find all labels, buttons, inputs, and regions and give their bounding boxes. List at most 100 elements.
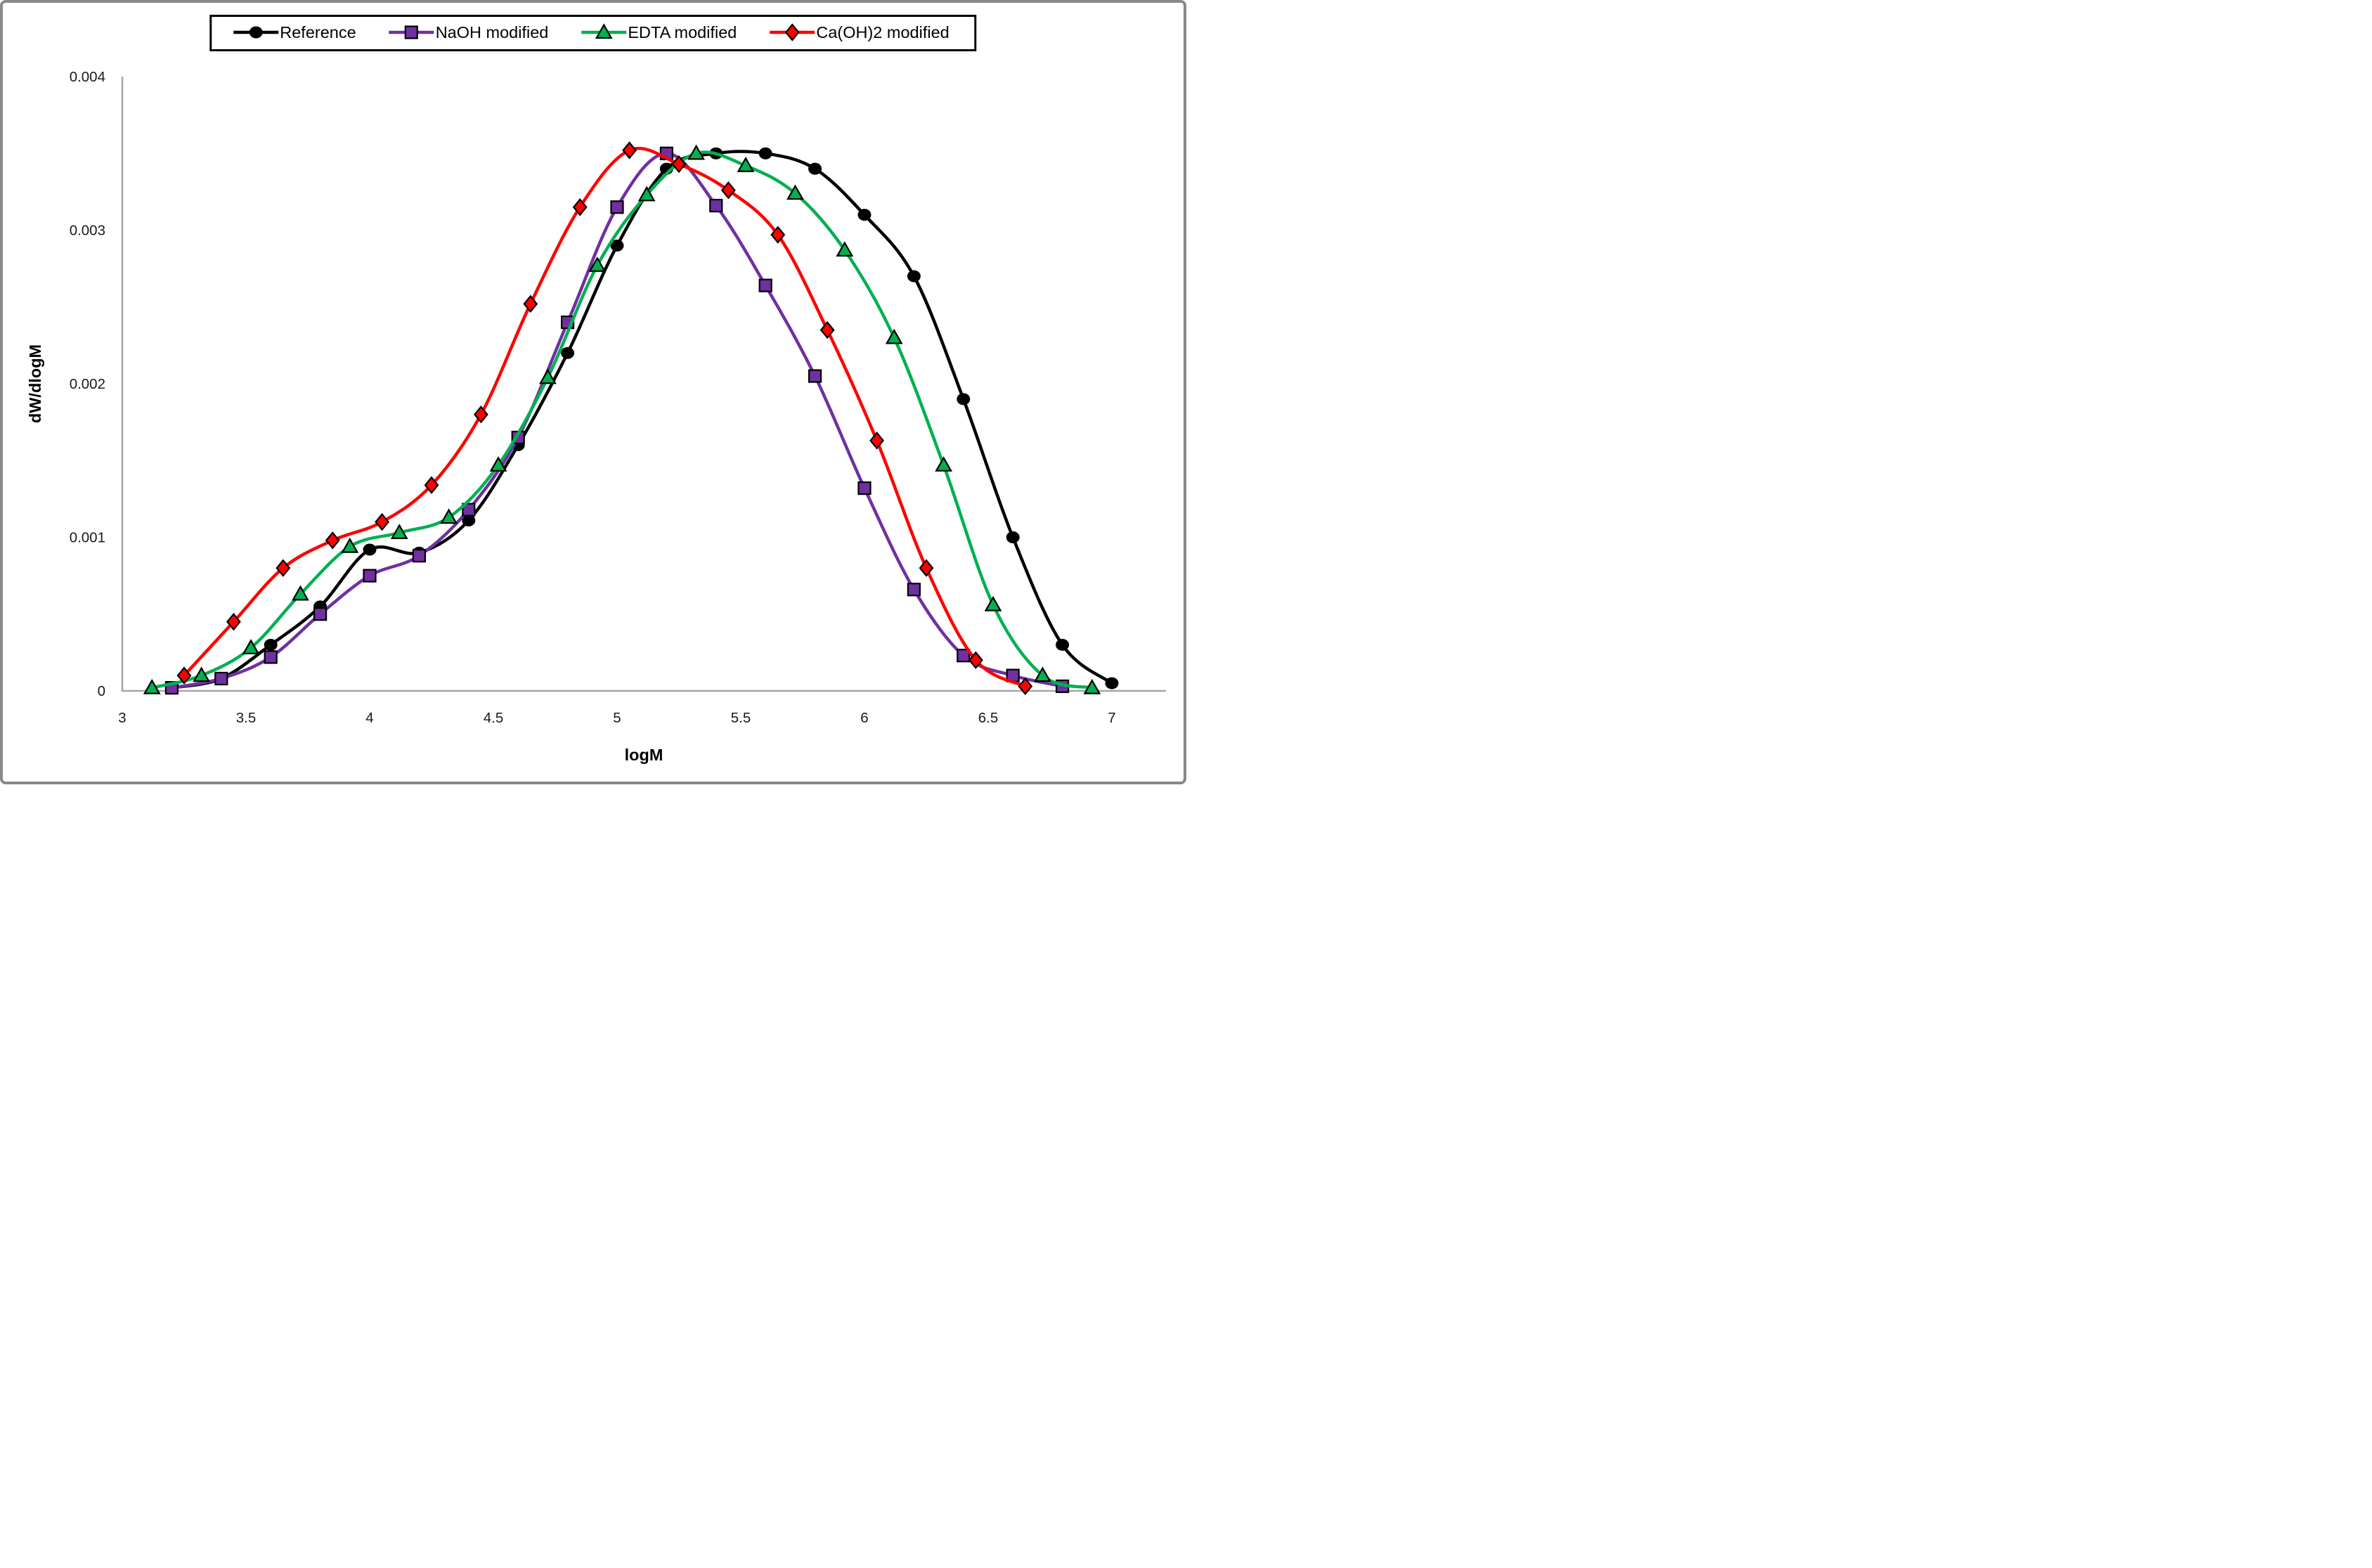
series-naoh-modified [164, 146, 1070, 695]
series-marker-diamond [784, 23, 800, 41]
series-marker-circle [462, 514, 476, 526]
legend-label: EDTA modified [628, 22, 737, 41]
series-marker-diamond [325, 531, 340, 550]
series-marker-square [363, 569, 377, 583]
y-tick-label: 0.003 [70, 223, 105, 239]
legend-label: Reference [280, 22, 356, 41]
series-marker-diamond [869, 432, 885, 450]
series-marker-triangle [984, 595, 1002, 611]
x-tick-label: 7 [1108, 710, 1115, 726]
series-marker-diamond [523, 294, 538, 313]
series-marker-diamond [276, 559, 291, 577]
legend-marker-naoh-icon [389, 25, 434, 39]
y-tick-label: 0.001 [70, 530, 105, 546]
x-tick-label: 3 [118, 710, 126, 726]
legend-item-edta-modified: EDTA modified [581, 22, 737, 42]
series-marker-square [214, 671, 228, 686]
series-marker-triangle [193, 666, 211, 682]
series-marker-square [412, 549, 427, 563]
series-reference [164, 147, 1119, 694]
x-axis-title: logM [625, 746, 663, 764]
series-line-naoh-modified [170, 152, 1064, 689]
legend-label: NaOH modified [435, 22, 549, 41]
y-tick-label: 0.004 [70, 69, 105, 85]
series-marker-diamond [572, 197, 588, 216]
series-marker-triangle [292, 585, 309, 601]
series-marker-square [313, 607, 328, 621]
series-marker-square [610, 200, 624, 214]
series-marker-triangle [390, 524, 408, 540]
x-tick-label: 5.5 [731, 710, 751, 726]
series-marker-diamond [473, 405, 488, 424]
series-marker-square [709, 198, 723, 213]
series-marker-diamond [1018, 677, 1033, 696]
series-marker-diamond [176, 666, 192, 685]
series-marker-circle [907, 270, 921, 283]
series-marker-diamond [226, 612, 241, 631]
series-marker-triangle [489, 456, 507, 472]
series-marker-square [264, 650, 278, 664]
series-marker-triangle [836, 241, 854, 257]
series-marker-circle [808, 162, 822, 175]
series-marker-square [758, 278, 772, 292]
axis-lines [121, 77, 1166, 692]
series-marker-triangle [440, 508, 458, 524]
series-marker-circle [264, 638, 278, 651]
series-marker-circle [249, 26, 263, 39]
series-marker-square [857, 481, 871, 495]
series-edta-modified [143, 144, 1101, 694]
series-line-reference [170, 150, 1114, 689]
y-tick-label: 0.002 [70, 376, 105, 392]
x-tick-label: 5 [613, 710, 621, 726]
series-line-edta-modified [150, 150, 1094, 689]
x-tick-label: 6 [860, 710, 868, 726]
series-marker-circle [957, 393, 971, 406]
legend: Reference NaOH modified EDTA modified Ca… [209, 15, 977, 51]
series-marker-diamond [375, 512, 390, 531]
series-marker-circle [1056, 638, 1070, 651]
plot-area: 0 0.001 0.002 0.003 0.004 3 3.5 4 4.5 5 5.5 6 6.5 7 l… [26, 69, 1166, 764]
y-tick-label: 0 [98, 683, 105, 699]
series-marker-triangle [341, 537, 359, 553]
series-marker-triangle [242, 639, 260, 654]
series-marker-circle [758, 147, 772, 160]
series-marker-triangle [588, 257, 607, 272]
series-marker-triangle [935, 456, 953, 472]
series-marker-diamond [720, 181, 736, 200]
series-marker-circle [1105, 677, 1119, 689]
legend-item-reference: Reference [233, 22, 356, 42]
legend-marker-edta-icon [581, 23, 627, 39]
series-marker-triangle [595, 23, 613, 39]
series-marker-diamond [671, 155, 687, 174]
y-axis-title: dW/dlogM [26, 344, 44, 423]
x-tick-label: 6.5 [978, 710, 999, 726]
x-tick-label: 4 [365, 710, 373, 726]
series-marker-triangle [885, 328, 903, 344]
series-marker-triangle [637, 186, 656, 202]
series-marker-triangle [143, 678, 161, 694]
chart-figure: 0 0.001 0.002 0.003 0.004 3 3.5 4 4.5 5 5.5 6 6.5 7 l… [0, 0, 1186, 784]
x-tick-label: 4.5 [484, 710, 504, 726]
series-marker-diamond [819, 320, 835, 339]
series-marker-triangle [1034, 666, 1051, 682]
series-marker-diamond [968, 651, 983, 670]
series-marker-square [957, 649, 971, 663]
legend-marker-caoh2-icon [770, 23, 815, 41]
series-marker-diamond [919, 559, 934, 577]
series-marker-triangle [737, 157, 755, 172]
series-marker-circle [1006, 531, 1020, 543]
series-ca-oh-2-modified [176, 141, 1033, 696]
series-marker-diamond [622, 141, 637, 160]
series-marker-circle [610, 239, 624, 252]
legend-item-caoh2-modified: Ca(OH)2 modified [769, 22, 950, 42]
series-marker-square [907, 583, 921, 597]
series-marker-diamond [424, 476, 439, 494]
legend-label: Ca(OH)2 modified [816, 22, 950, 41]
x-tick-label: 3.5 [236, 710, 257, 726]
series-marker-circle [857, 209, 871, 221]
series-marker-triangle [539, 368, 557, 384]
series-marker-circle [561, 346, 575, 359]
series-marker-triangle [786, 184, 804, 200]
series-marker-triangle [1083, 678, 1101, 694]
series-marker-triangle [687, 144, 706, 160]
